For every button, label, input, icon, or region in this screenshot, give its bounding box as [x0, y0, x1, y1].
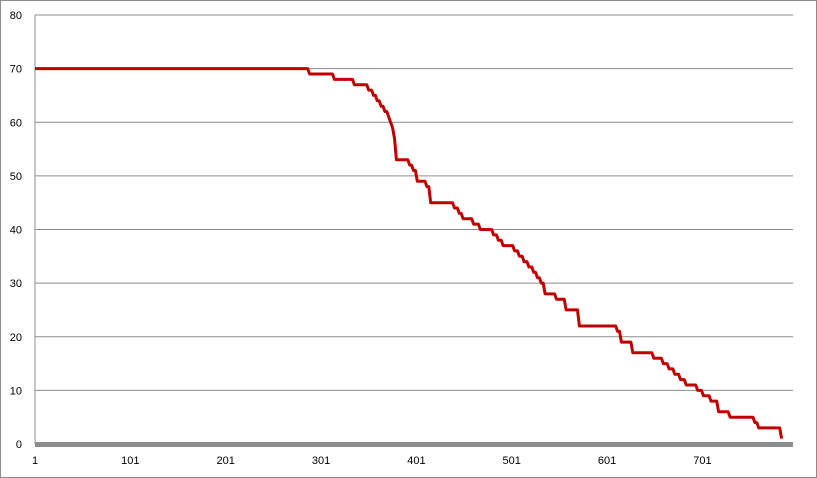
series-line-0 — [35, 67, 784, 439]
x-tick-label: 701 — [693, 455, 711, 467]
x-tick-label: 601 — [598, 455, 616, 467]
gridlines — [34, 14, 793, 444]
series-group — [35, 67, 784, 439]
y-tick-label: 70 — [10, 64, 22, 76]
x-tick-label: 101 — [121, 455, 139, 467]
y-tick-label: 30 — [10, 278, 22, 290]
x-tick-label: 401 — [407, 455, 425, 467]
x-tick-label: 1 — [32, 455, 38, 467]
x-axis-tick-labels: 1 101 201 301 401 501 601 701 — [32, 455, 712, 467]
y-tick-label: 60 — [10, 117, 22, 129]
y-axis-tick-labels: 0 10 20 30 40 50 60 70 80 — [10, 10, 22, 451]
y-tick-label: 10 — [10, 385, 22, 397]
x-tick-label: 501 — [503, 455, 521, 467]
x-tick-label: 201 — [217, 455, 235, 467]
x-axis-line — [35, 442, 793, 447]
x-tick-label: 301 — [312, 455, 330, 467]
y-tick-label: 80 — [10, 10, 22, 22]
y-tick-label: 0 — [16, 439, 22, 451]
y-tick-label: 40 — [10, 225, 22, 237]
y-tick-label: 20 — [10, 332, 22, 344]
y-tick-label: 50 — [10, 171, 22, 183]
